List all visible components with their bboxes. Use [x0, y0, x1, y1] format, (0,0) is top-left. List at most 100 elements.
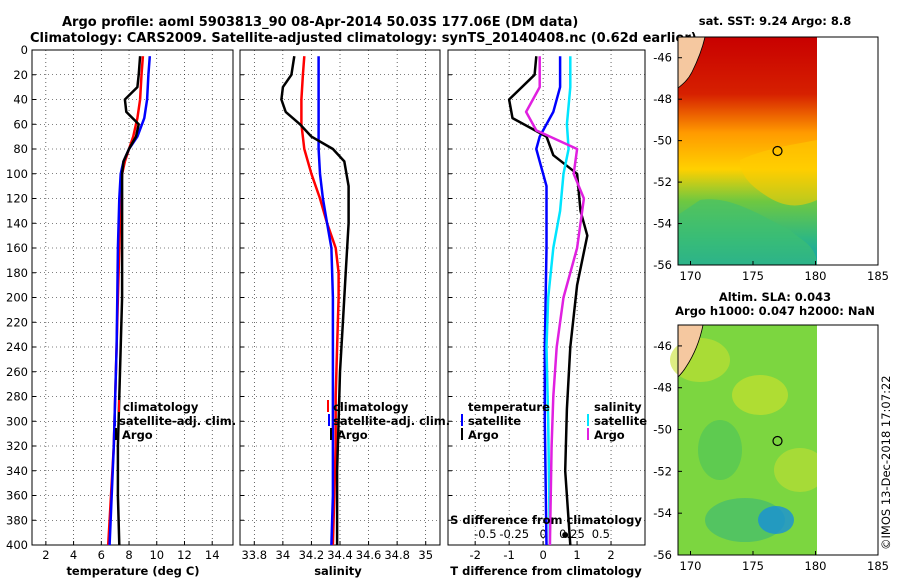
difference-panel: -2 -1 0 1 2-0.5 -0.25 0 0.25 0.5 — [447, 49, 646, 562]
legend-satellite-label: satellite-adj. clim. — [333, 414, 450, 428]
legend-climatology-label: climatology — [333, 400, 409, 414]
y-tick-label: 160 — [6, 241, 28, 255]
y-tick-label: -50 — [653, 134, 672, 148]
sla-map — [670, 324, 879, 556]
y-tick-label: -46 — [653, 51, 672, 65]
x-tick-label: 35 — [418, 548, 433, 562]
sst-map-frame — [677, 36, 879, 266]
legend-t-satellite-label: satellite — [468, 414, 521, 428]
sla-blob — [698, 420, 742, 480]
x-tick-label: 170 — [680, 269, 702, 283]
y-tick-label: 300 — [6, 414, 28, 428]
sla-map-title-2: Argo h1000: 0.047 h2000: NaN — [675, 304, 875, 318]
sla-map-title-1: Altim. SLA: 0.043 — [719, 290, 831, 304]
x-tick-label: 14 — [205, 548, 220, 562]
argo-marker-dot — [562, 532, 569, 538]
title-line-1: Argo profile: aoml 5903813_90 08-Apr-201… — [62, 15, 578, 30]
y-tick-label: 80 — [13, 142, 28, 156]
salinity-legend: climatology satellite-adj. clim. Argo — [327, 400, 450, 442]
sla-nodata — [817, 325, 878, 555]
x-tick-label: 12 — [177, 548, 192, 562]
x-tick-label: 10 — [149, 548, 164, 562]
x-tick-label: 180 — [805, 559, 827, 573]
difference-xlabel: T difference from climatology — [450, 564, 642, 578]
series-line-argo — [116, 56, 142, 546]
y-tick-label: 0 — [21, 43, 28, 57]
series-line-argo-t — [507, 56, 589, 546]
x-tick-label: 34.2 — [299, 548, 325, 562]
x-tick-label: 4 — [70, 548, 77, 562]
x-tick-label: 0 — [539, 548, 546, 562]
x-tick-label: 175 — [742, 269, 764, 283]
y-tick-label: 180 — [6, 266, 28, 280]
legend-t-argo-label: Argo — [468, 428, 499, 442]
series-line-satellite-s — [545, 56, 572, 546]
legend-salinity-title: salinity — [594, 400, 642, 414]
y-tick-label: 400 — [6, 538, 28, 552]
x-top-tick-label: 0 — [539, 527, 546, 541]
x-tick-label: 185 — [867, 269, 889, 283]
x-top-tick-label: -0.25 — [499, 527, 529, 541]
difference-legend: temperature satellite Argo salinity sate… — [461, 400, 647, 442]
sla-blob — [774, 448, 826, 492]
footer-stamp: ©IMOS 13-Dec-2018 17:07:22 — [879, 375, 893, 550]
x-tick-label: 33.8 — [241, 548, 267, 562]
x-tick-label: 34.4 — [327, 548, 353, 562]
x-tick-label: 170 — [680, 559, 702, 573]
x-tick-label: 185 — [867, 559, 889, 573]
x-tick-label: 180 — [805, 269, 827, 283]
y-tick-label: -52 — [653, 464, 672, 478]
x-tick-label: 1 — [573, 548, 580, 562]
x-top-tick-label: -0.5 — [474, 527, 496, 541]
sst-map-axes: 170 175 180 185 -46 -48 -50 -52 -54 -56 — [653, 51, 889, 283]
y-tick-label: 340 — [6, 464, 28, 478]
y-tick-label: -56 — [653, 548, 672, 562]
y-tick-label: 120 — [6, 192, 28, 206]
x-tick-label: -1 — [503, 548, 514, 562]
land-new-zealand — [677, 324, 704, 378]
x-tick-label: 6 — [98, 548, 105, 562]
legend-argo-label: Argo — [122, 428, 153, 442]
temperature-panel: 2 4 6 8 10 12 14 — [31, 49, 234, 562]
x-top-tick-label: 0.5 — [592, 527, 610, 541]
temperature-legend: climatology satellite-adj. clim. Argo — [114, 400, 236, 442]
y-tick-label: 260 — [6, 365, 28, 379]
land-new-zealand — [677, 36, 706, 89]
y-tick-label: -46 — [653, 339, 672, 353]
legend-temperature-title: temperature — [468, 400, 550, 414]
y-tick-label: -48 — [653, 381, 672, 395]
series-line-argo-s — [524, 56, 586, 546]
series-line-satellite-adj-clim — [317, 56, 335, 546]
y-tick-label: 60 — [13, 117, 28, 131]
series-line-satellite-adj-clim — [108, 56, 152, 546]
y-tick-label: 360 — [6, 489, 28, 503]
series-line-climatology — [300, 56, 340, 546]
sla-low-eddy — [758, 506, 794, 534]
x-tick-label: -2 — [469, 548, 480, 562]
y-tick-label: 240 — [6, 340, 28, 354]
temperature-xlabel: temperature (deg C) — [66, 564, 199, 578]
x-tick-label: 8 — [125, 548, 132, 562]
argo-position-marker — [772, 145, 783, 157]
legend-satellite-label: satellite-adj. clim. — [119, 414, 236, 428]
y-tick-label: 40 — [13, 93, 28, 107]
x-tick-label: 175 — [742, 559, 764, 573]
sst-map — [677, 36, 879, 266]
x-tick-label: 2 — [42, 548, 49, 562]
y-tick-label: 320 — [6, 439, 28, 453]
y-tick-label: -52 — [653, 175, 672, 189]
series-line-argo — [280, 56, 350, 545]
salinity-panel: 33.8 34 34.2 34.4 34.6 34.8 35 — [239, 49, 441, 562]
depth-axis: 0 20 40 60 80 100 120 140 160 180 200 220 240 260 280 3… — [6, 43, 28, 552]
series-line-satellite-t — [535, 56, 562, 546]
y-tick-label: 200 — [6, 291, 28, 305]
y-tick-label: 20 — [13, 68, 28, 82]
sla-map-axes: 170 175 180 185 -46 -48 -50 -52 -54 -56 — [653, 339, 889, 573]
title-line-2: Climatology: CARS2009. Satellite-adjuste… — [30, 31, 697, 46]
sla-map-frame — [677, 324, 879, 556]
x-tick-label: 34.6 — [356, 548, 382, 562]
y-tick-label: -48 — [653, 92, 672, 106]
sla-blob — [732, 375, 788, 415]
y-tick-label: 220 — [6, 315, 28, 329]
